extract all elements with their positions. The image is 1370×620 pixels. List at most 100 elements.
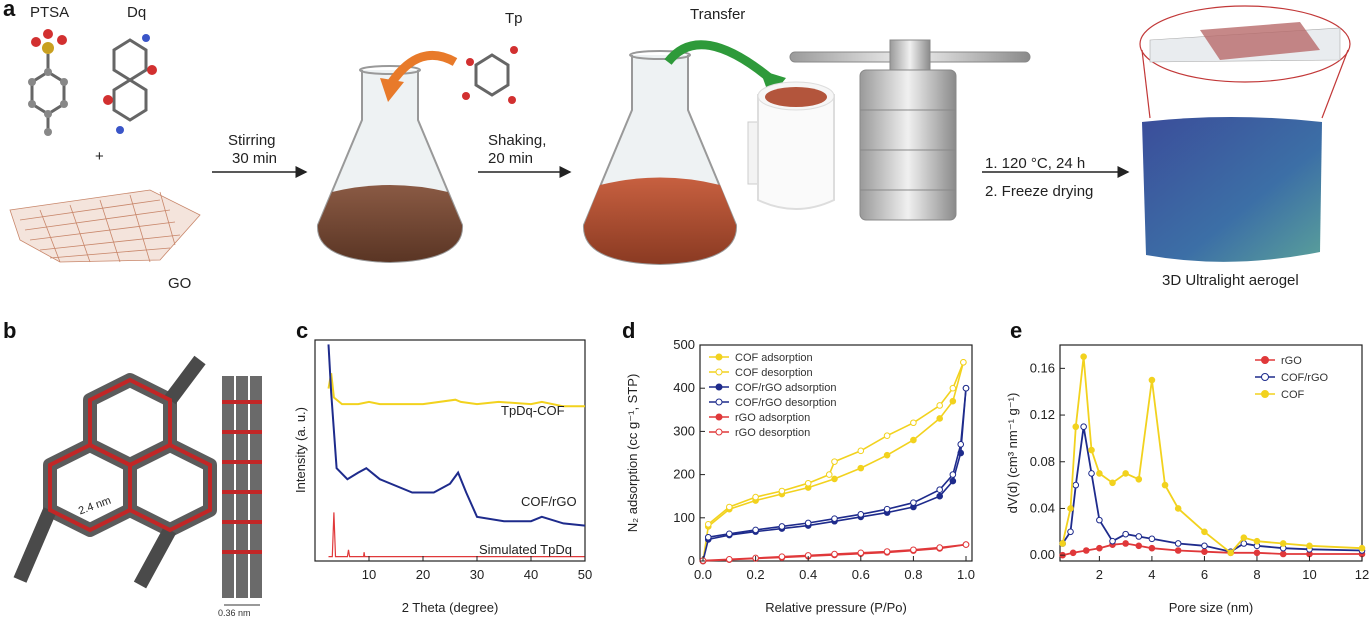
pore-x-tick-label: 8 bbox=[1253, 567, 1260, 582]
step-stirring: Stirring 30 min bbox=[228, 132, 278, 167]
pore-x-tick-label: 2 bbox=[1096, 567, 1103, 582]
pore-series-group bbox=[1059, 353, 1366, 559]
pore-point-cof bbox=[1088, 446, 1095, 454]
pore-point-cof bbox=[1096, 470, 1103, 477]
n2-legend-marker bbox=[715, 383, 723, 391]
aerogel-block bbox=[1142, 117, 1322, 262]
pore-legend-label-rgo: rGO bbox=[1281, 355, 1302, 367]
n2-point-cof-rgo-desorption bbox=[883, 505, 891, 513]
n2-point-rgo-desorption bbox=[936, 544, 944, 551]
n2-legend-marker bbox=[715, 413, 723, 421]
tp-molecule bbox=[462, 46, 518, 104]
flask-1 bbox=[316, 65, 464, 264]
n2-point-cof-rgo-desorption bbox=[957, 441, 965, 448]
n2-point-cof-rgo-desorption bbox=[962, 384, 970, 392]
pore-legend-marker bbox=[1261, 356, 1269, 364]
pore-point-cof-rgo bbox=[1122, 530, 1129, 538]
pore-point-rgo bbox=[1279, 550, 1287, 558]
n2-point-cof-rgo-adsorption bbox=[949, 477, 957, 485]
pore-point-cof bbox=[1072, 423, 1080, 431]
panel-a-scheme bbox=[9, 5, 1351, 266]
n2-point-cof-desorption bbox=[752, 493, 759, 501]
n2-point-cof-adsorption bbox=[831, 475, 838, 483]
pore-point-cof bbox=[1080, 353, 1087, 360]
n2-point-cof-desorption bbox=[960, 358, 967, 366]
xrd-line-simulated-tpdq bbox=[328, 512, 585, 558]
n2-plot-frame bbox=[699, 344, 973, 562]
pore-point-cof-rgo bbox=[1088, 470, 1095, 477]
n2-point-cof-rgo-desorption bbox=[831, 515, 838, 522]
n2-point-cof-rgo-desorption bbox=[910, 499, 917, 506]
n2-point-cof-adsorption bbox=[857, 464, 865, 472]
xrd-line-tpdq-cof bbox=[327, 373, 585, 408]
pore-x-tick-label: 12 bbox=[1355, 567, 1369, 582]
n2-point-rgo-desorption bbox=[883, 548, 891, 555]
pore-point-rgo bbox=[1082, 547, 1090, 554]
series-label-cof-rgo: COF/rGO bbox=[521, 494, 577, 509]
n2-y-tick-label: 0 bbox=[688, 553, 695, 568]
ptsa-molecule bbox=[28, 29, 68, 136]
pore-y-axis-label: dV(d) (cm³ nm⁻¹ g⁻¹) bbox=[1005, 393, 1020, 514]
n2-point-cof-adsorption bbox=[949, 397, 957, 405]
pore-point-rgo bbox=[1201, 548, 1208, 555]
xrd-x-tick-label: 40 bbox=[524, 567, 538, 582]
pore-point-cof bbox=[1253, 537, 1261, 545]
panel-c-label: c bbox=[296, 318, 309, 343]
n2-point-cof-desorption bbox=[883, 432, 891, 440]
xrd-x-tick-label: 50 bbox=[578, 567, 592, 582]
xrd-line-cof-rgo bbox=[327, 344, 586, 527]
pore-point-cof bbox=[1148, 376, 1156, 384]
pore-point-rgo bbox=[1122, 540, 1129, 547]
n2-point-rgo-desorption bbox=[857, 549, 865, 557]
xrd-x-tick-label: 20 bbox=[416, 567, 430, 582]
dq-molecule bbox=[103, 34, 157, 134]
n2-y-axis-label: N₂ adsorption (cc g⁻¹, STP) bbox=[625, 374, 640, 533]
n2-point-cof-rgo-desorption bbox=[752, 526, 759, 534]
pore-y-tick-label: 0.08 bbox=[1030, 454, 1055, 469]
pore-legend-marker bbox=[1261, 390, 1269, 398]
n2-point-cof-desorption bbox=[704, 520, 712, 528]
interlayer-spacing-label: 0.36 nm bbox=[218, 608, 251, 618]
n2-adsorption-chart: 0.0 0.2 0.4 0.6 0.8 1.0 0 100 200 300 400 500 COF a… bbox=[625, 337, 975, 615]
go-sheet-icon bbox=[9, 189, 201, 263]
n2-x-tick-label: 0.8 bbox=[904, 567, 922, 582]
pore-point-cof-rgo bbox=[1148, 535, 1156, 543]
aerogel-label: 3D Ultralight aerogel bbox=[1162, 272, 1299, 289]
n2-point-cof-desorption bbox=[726, 503, 733, 511]
pore-point-rgo bbox=[1174, 547, 1182, 554]
pore-point-cof bbox=[1109, 479, 1116, 487]
pore-point-cof bbox=[1161, 481, 1169, 489]
xrd-x-tick-label: 30 bbox=[470, 567, 484, 582]
pore-point-cof bbox=[1306, 542, 1313, 550]
pore-point-cof bbox=[1135, 475, 1143, 483]
n2-legend-label-rgo-desorption: rGO desorption bbox=[735, 427, 810, 439]
n2-point-rgo-desorption bbox=[831, 550, 838, 558]
series-label-tpdq-cof: TpDq-COF bbox=[501, 403, 565, 418]
n2-legend-label-rgo-adsorption: rGO adsorption bbox=[735, 412, 810, 424]
pore-axis-ticks: 2 4 6 8 10 12 0.00 0.04 0.08 0.12 0.16 bbox=[1030, 360, 1370, 582]
pore-point-cof-rgo bbox=[1201, 542, 1208, 550]
n2-point-cof-rgo-desorption bbox=[857, 511, 865, 518]
pore-x-axis-label: Pore size (nm) bbox=[1169, 600, 1254, 615]
pore-point-cof bbox=[1279, 540, 1287, 547]
pore-point-rgo bbox=[1069, 549, 1077, 557]
tp-label: Tp bbox=[505, 10, 523, 27]
pore-point-cof-rgo bbox=[1096, 516, 1103, 524]
n2-legend-marker bbox=[715, 368, 723, 376]
pore-y-tick-label: 0.16 bbox=[1030, 360, 1055, 375]
xrd-plot-frame bbox=[314, 339, 586, 562]
n2-point-rgo-desorption bbox=[910, 546, 917, 554]
go-label: GO bbox=[168, 275, 192, 292]
pore-point-cof-rgo bbox=[1174, 540, 1182, 547]
n2-axis-ticks: 0.0 0.2 0.4 0.6 0.8 1.0 0 100 200 300 400 500 bbox=[673, 337, 975, 582]
n2-point-cof-rgo-desorption bbox=[936, 486, 944, 494]
n2-legend: COF adsorption COF desorption COF/rGO adso… bbox=[709, 352, 836, 439]
n2-x-tick-label: 0.6 bbox=[852, 567, 870, 582]
pore-y-tick-label: 0.04 bbox=[1030, 500, 1055, 515]
pore-point-rgo bbox=[1253, 549, 1261, 557]
n2-x-tick-label: 0.2 bbox=[747, 567, 765, 582]
n2-legend-marker bbox=[715, 398, 723, 406]
xrd-chart: 10 20 30 40 50 TpDq-COF COF/rGO Simulated Tp… bbox=[293, 339, 592, 615]
n2-legend-label-cof-desorption: COF desorption bbox=[735, 367, 813, 379]
n2-legend-label-cof-rgo-desorption: COF/rGO desorption bbox=[735, 397, 836, 409]
